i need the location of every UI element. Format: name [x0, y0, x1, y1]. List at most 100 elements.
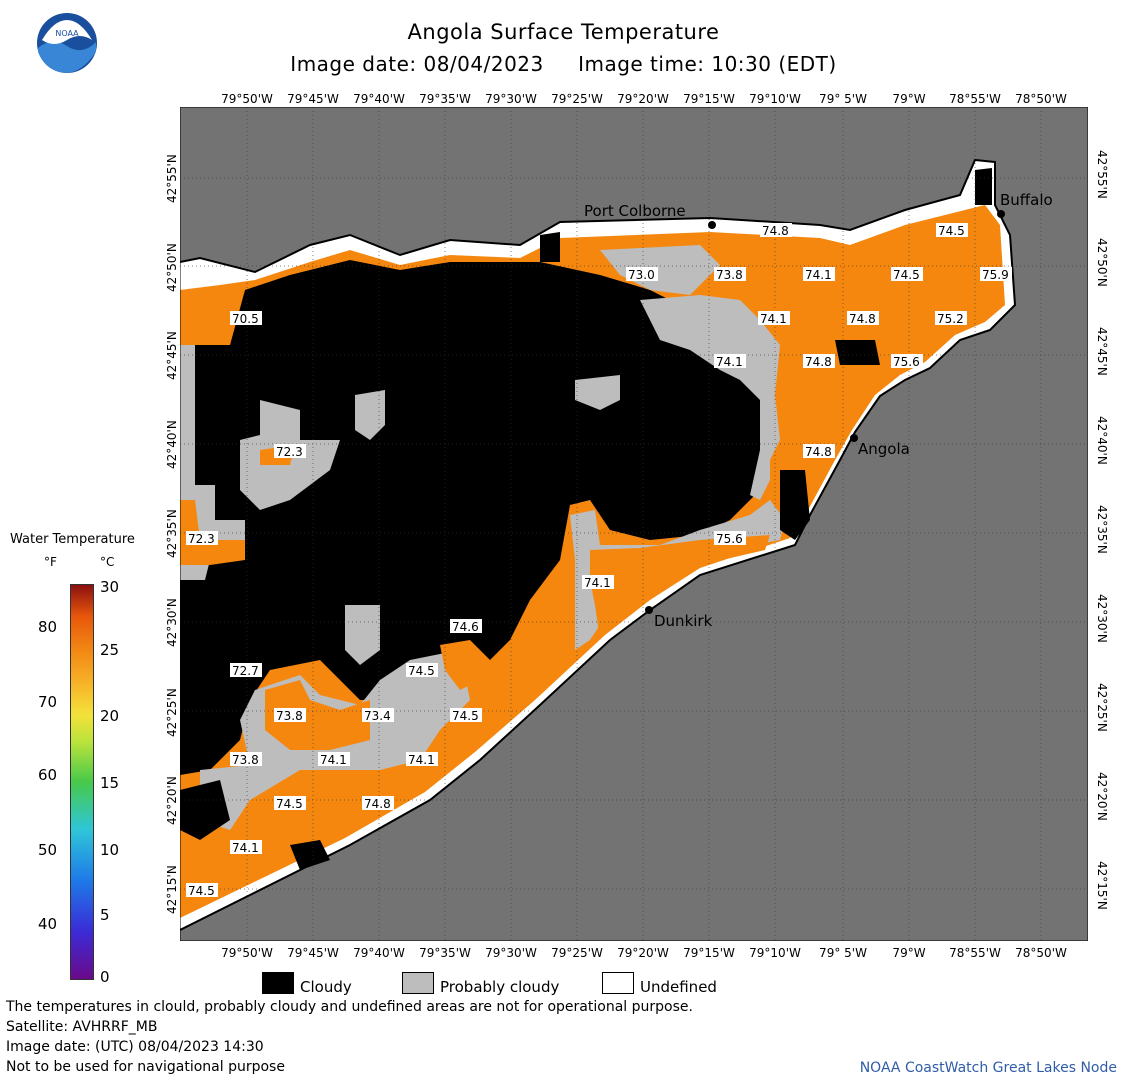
f-tick: 80 — [38, 618, 58, 636]
lat-label-right: 42°40'N — [1095, 416, 1109, 465]
subtitle: Image date: 08/04/2023 Image time: 10:30… — [0, 52, 1127, 76]
temp-label: 75.6 — [716, 532, 743, 546]
city-dot-dunkirk — [645, 606, 653, 614]
lon-label-top: 79°40'W — [353, 92, 405, 106]
temp-label: 74.6 — [452, 620, 479, 634]
lon-label-top: 79°10'W — [749, 92, 801, 106]
lake-water — [590, 535, 770, 640]
city-dot-port-colborne — [708, 221, 716, 229]
lat-label-right: 42°20'N — [1095, 772, 1109, 821]
f-tick: 60 — [38, 766, 58, 784]
temp-label: 74.8 — [805, 445, 832, 459]
lat-label-left: 42°45'N — [165, 331, 179, 380]
lat-label-right: 42°30'N — [1095, 594, 1109, 643]
temp-label: 74.1 — [716, 355, 743, 369]
image-time: Image time: 10:30 (EDT) — [578, 52, 837, 76]
temp-label: 73.0 — [628, 268, 655, 282]
city-dot-angola — [850, 434, 858, 442]
temp-label: 74.5 — [452, 709, 479, 723]
temp-label: 74.1 — [805, 268, 832, 282]
temp-label: 74.1 — [760, 312, 787, 326]
cloudy-region — [290, 840, 330, 870]
temp-label: 73.8 — [276, 709, 303, 723]
c-tick: 10 — [100, 841, 120, 859]
temp-label: 74.1 — [232, 841, 259, 855]
unit-f: °F — [44, 555, 57, 569]
city-label-dunkirk: Dunkirk — [654, 612, 713, 630]
lon-label-bottom: 79°50'W — [221, 946, 273, 960]
lon-label-top: 79°15'W — [683, 92, 735, 106]
lon-label-top: 78°50'W — [1015, 92, 1067, 106]
temp-label: 74.1 — [320, 753, 347, 767]
cloudy-region — [540, 232, 560, 262]
c-tick: 30 — [100, 578, 120, 596]
temp-label: 75.6 — [893, 355, 920, 369]
temp-label: 73.8 — [716, 268, 743, 282]
lat-label-right: 42°35'N — [1095, 505, 1109, 554]
probably-cloudy-region — [345, 605, 380, 665]
lon-label-top: 79°35'W — [419, 92, 471, 106]
noaa-logo-icon: NOAA — [37, 13, 97, 73]
lon-label-top: 79° 5'W — [819, 92, 867, 106]
page-title: Angola Surface Temperature — [407, 20, 720, 44]
logo-text: NOAA — [55, 29, 79, 38]
cloudy-region — [780, 470, 810, 540]
lon-label-top: 79°W — [892, 92, 926, 106]
footer-credit: NOAA CoastWatch Great Lakes Node — [859, 1060, 1117, 1076]
temp-label: 74.5 — [276, 797, 303, 811]
lon-label-bottom: 79°35'W — [419, 946, 471, 960]
temp-label: 74.1 — [408, 753, 435, 767]
key-label-probably-cloudy: Probably cloudy — [440, 978, 560, 996]
cloudy-region — [975, 168, 992, 205]
lon-label-bottom: 78°50'W — [1015, 946, 1067, 960]
temp-label: 75.2 — [937, 312, 964, 326]
temp-label: 74.8 — [849, 312, 876, 326]
city-label-port-colborne: Port Colborne — [584, 202, 686, 220]
lon-label-bottom: 79°W — [892, 946, 926, 960]
footer-utc-date: Image date: (UTC) 08/04/2023 14:30 — [6, 1039, 264, 1055]
c-tick: 20 — [100, 707, 120, 725]
temp-label: 74.5 — [188, 884, 215, 898]
temp-label: 72.3 — [188, 532, 215, 546]
lat-label-left: 42°30'N — [165, 598, 179, 647]
lon-label-bottom: 79° 5'W — [819, 946, 867, 960]
temp-label: 74.5 — [408, 664, 435, 678]
lon-label-bottom: 79°25'W — [551, 946, 603, 960]
temp-label: 73.4 — [364, 709, 391, 723]
f-tick: 40 — [38, 915, 58, 933]
lon-label-top: 79°30'W — [485, 92, 537, 106]
lat-label-right: 42°55'N — [1095, 150, 1109, 199]
color-scale-bar — [70, 584, 94, 980]
temp-label: 72.7 — [232, 664, 259, 678]
probably-cloudy-region — [355, 390, 385, 440]
lon-label-bottom: 79°30'W — [485, 946, 537, 960]
probably-cloudy-region — [600, 245, 720, 295]
lon-label-bottom: 79°20'W — [617, 946, 669, 960]
cloudy-region — [835, 340, 880, 365]
temp-label: 74.8 — [762, 224, 789, 238]
lake-water — [265, 680, 370, 750]
city-dot-buffalo — [997, 210, 1005, 218]
lon-label-bottom: 79°40'W — [353, 946, 405, 960]
footer-note: The temperatures in clould, probably clo… — [6, 999, 693, 1015]
probably-cloudy-region — [640, 295, 780, 500]
cloudy-region — [180, 260, 770, 775]
temp-label: 74.8 — [805, 355, 832, 369]
temperature-labels: 74.8 74.5 73.0 73.8 74.1 74.5 75.9 70.5 … — [186, 223, 1012, 898]
footer-disclaimer: Not to be used for navigational purpose — [6, 1059, 285, 1075]
lat-label-right: 42°45'N — [1095, 327, 1109, 376]
lon-label-top: 79°45'W — [287, 92, 339, 106]
lat-label-right: 42°50'N — [1095, 238, 1109, 287]
probably-cloudy-region — [575, 375, 620, 410]
temp-label: 72.3 — [276, 445, 303, 459]
key-label-cloudy: Cloudy — [300, 978, 352, 996]
map-grid — [180, 107, 1088, 941]
c-tick: 15 — [100, 774, 120, 792]
lat-label-left: 42°35'N — [165, 509, 179, 558]
c-tick: 5 — [100, 906, 110, 924]
temp-label: 74.8 — [364, 797, 391, 811]
lon-label-top: 79°20'W — [617, 92, 669, 106]
temp-label: 74.5 — [893, 268, 920, 282]
temp-label: 70.5 — [232, 312, 259, 326]
lake-water — [180, 500, 245, 565]
